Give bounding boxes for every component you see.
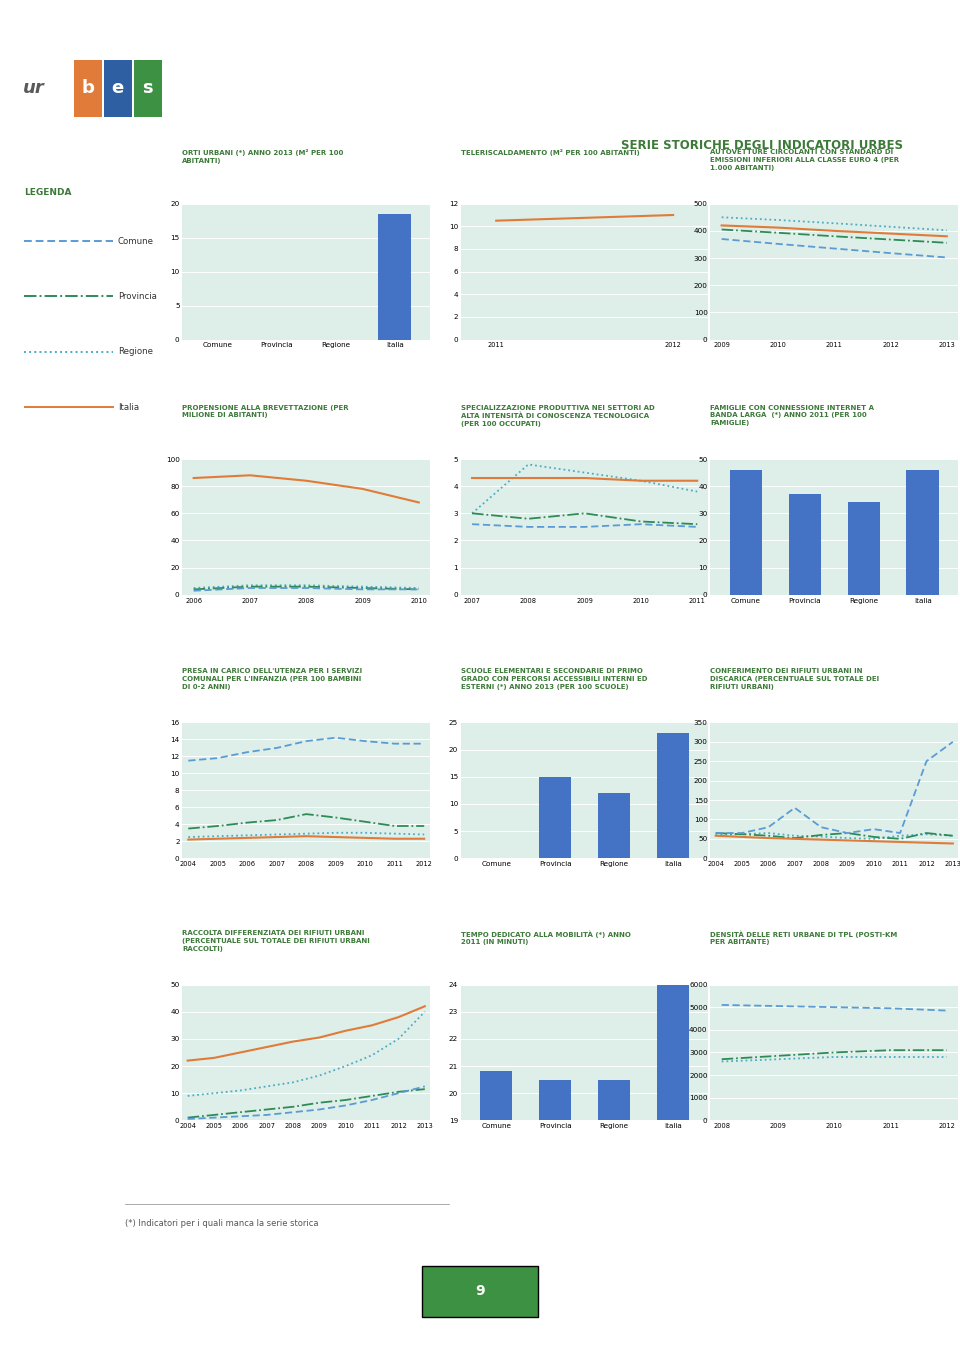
Bar	[598, 1080, 631, 1358]
Bar	[105, 60, 132, 117]
Text: Catanzaro: Catanzaro	[751, 76, 894, 100]
Text: LEGENDA: LEGENDA	[24, 187, 71, 197]
Text: Regione: Regione	[118, 348, 153, 356]
Bar	[730, 470, 762, 595]
Text: SERIE STORICHE DEGLI INDICATORI URBES: SERIE STORICHE DEGLI INDICATORI URBES	[621, 140, 903, 152]
Text: e: e	[111, 79, 124, 98]
Text: PRESA IN CARICO DELL'UTENZA PER I SERVIZI
COMUNALI PER L'INFANZIA (PER 100 BAMBI: PRESA IN CARICO DELL'UTENZA PER I SERVIZ…	[182, 668, 363, 690]
FancyBboxPatch shape	[422, 1266, 538, 1317]
Text: ur: ur	[23, 79, 45, 98]
Bar	[657, 455, 689, 1358]
Bar	[10, 57, 177, 120]
Bar	[75, 60, 103, 117]
Text: 9: 9	[475, 1285, 485, 1298]
Bar	[480, 1071, 513, 1358]
Bar	[848, 502, 880, 595]
Text: Provincia: Provincia	[118, 292, 156, 301]
Text: SPECIALIZZAZIONE PRODUTTIVA NEI SETTORI AD
ALTA INTENSITÀ DI CONOSCENZA TECNOLOG: SPECIALIZZAZIONE PRODUTTIVA NEI SETTORI …	[461, 405, 655, 426]
Bar	[539, 777, 571, 858]
Bar	[788, 494, 821, 595]
Bar	[657, 733, 689, 858]
Text: AUTOVETTURE CIRCOLANTI CON STANDARD DI
EMISSIONI INFERIORI ALLA CLASSE EURO 4 (P: AUTOVETTURE CIRCOLANTI CON STANDARD DI E…	[710, 149, 900, 171]
Text: s: s	[142, 79, 153, 98]
Bar	[378, 213, 411, 340]
Text: TELERISCALDAMENTO (M² PER 100 ABITANTI): TELERISCALDAMENTO (M² PER 100 ABITANTI)	[461, 149, 639, 156]
Text: DENSITÀ DELLE RETI URBANE DI TPL (POSTI-KM
PER ABITANTE): DENSITÀ DELLE RETI URBANE DI TPL (POSTI-…	[710, 930, 898, 945]
Text: FAMIGLIE CON CONNESSIONE INTERNET A
BANDA LARGA  (*) ANNO 2011 (PER 100
FAMIGLIE: FAMIGLIE CON CONNESSIONE INTERNET A BAND…	[710, 405, 875, 426]
Bar	[539, 1080, 571, 1358]
Text: PROPENSIONE ALLA BREVETTAZIONE (PER
MILIONE DI ABITANTI): PROPENSIONE ALLA BREVETTAZIONE (PER MILI…	[182, 405, 349, 418]
Text: b: b	[81, 79, 94, 98]
Text: ORTI URBANI (*) ANNO 2013 (M² PER 100
ABITANTI): ORTI URBANI (*) ANNO 2013 (M² PER 100 AB…	[182, 149, 344, 164]
Text: TEMPO DEDICATO ALLA MOBILITÀ (*) ANNO
2011 (IN MINUTI): TEMPO DEDICATO ALLA MOBILITÀ (*) ANNO 20…	[461, 930, 631, 945]
Text: Italia: Italia	[118, 403, 139, 411]
Text: SCUOLE ELEMENTARI E SECONDARIE DI PRIMO
GRADO CON PERCORSI ACCESSIBILI INTERNI E: SCUOLE ELEMENTARI E SECONDARIE DI PRIMO …	[461, 668, 647, 690]
Bar	[598, 793, 631, 858]
Text: Comune: Comune	[118, 236, 154, 246]
Text: CONFERIMENTO DEI RIFIUTI URBANI IN
DISCARICA (PERCENTUALE SUL TOTALE DEI
RIFIUTI: CONFERIMENTO DEI RIFIUTI URBANI IN DISCA…	[710, 668, 879, 690]
Text: RACCOLTA DIFFERENZIATA DEI RIFIUTI URBANI
(PERCENTUALE SUL TOTALE DEI RIFIUTI UR: RACCOLTA DIFFERENZIATA DEI RIFIUTI URBAN…	[182, 930, 371, 952]
Text: (*) Indicatori per i quali manca la serie storica: (*) Indicatori per i quali manca la seri…	[125, 1218, 319, 1228]
Bar	[134, 60, 162, 117]
Bar	[906, 470, 939, 595]
